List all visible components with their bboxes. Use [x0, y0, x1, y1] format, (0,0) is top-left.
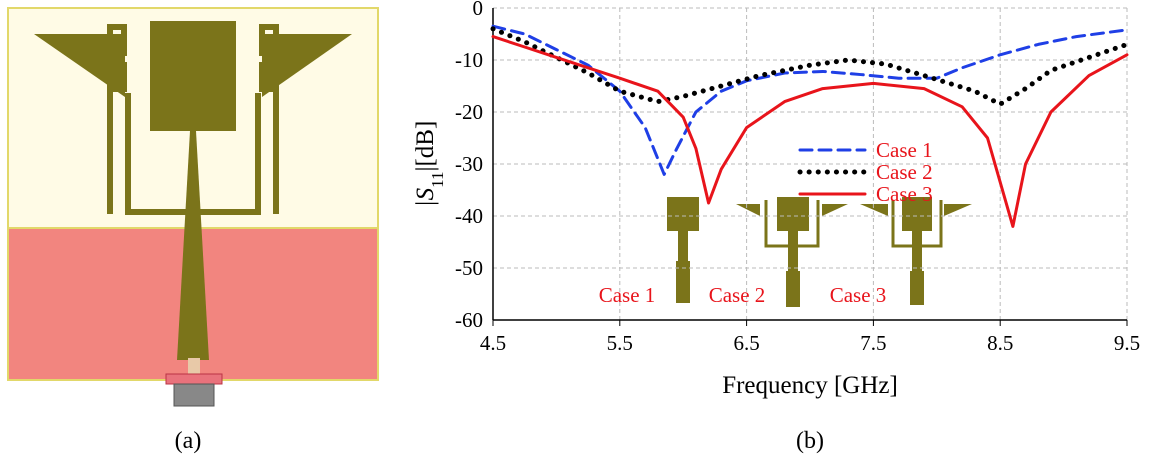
y-axis-title-part: |[dB] — [412, 121, 439, 172]
panel-label: (b) — [796, 428, 824, 454]
y-axis-title-part: 11 — [428, 172, 447, 188]
legend-label: Case 2 — [876, 160, 933, 184]
y-axis-title-part: |S — [412, 187, 439, 207]
x-tick-label: 9.5 — [1114, 331, 1140, 355]
y-tick-label: -60 — [455, 308, 483, 332]
x-tick-label: 8.5 — [987, 331, 1013, 355]
x-tick-label: 7.5 — [860, 331, 886, 355]
y-axis-title: |S11|[dB] — [412, 121, 447, 208]
annotation: Case 2 — [709, 283, 766, 307]
y-tick-label: 0 — [473, 0, 484, 20]
y-tick-label: -20 — [455, 100, 483, 124]
x-tick-label: 5.5 — [607, 331, 633, 355]
series-line — [490, 26, 1130, 107]
y-tick-label: -50 — [455, 256, 483, 280]
x-tick-label: 4.5 — [480, 331, 506, 355]
y-tick-label: -30 — [455, 152, 483, 176]
legend-label: Case 1 — [876, 138, 933, 162]
x-axis-title: Frequency [GHz] — [722, 372, 898, 399]
y-tick-label: -10 — [455, 48, 483, 72]
inset-antennas — [667, 197, 972, 307]
panel-label: (a) — [175, 428, 202, 454]
annotation: Case 1 — [599, 283, 656, 307]
antenna-drawing — [7, 7, 379, 407]
series-line — [491, 35, 1129, 228]
legend-label: Case 3 — [876, 182, 933, 206]
x-tick-label: 6.5 — [733, 331, 759, 355]
annotation: Case 3 — [830, 283, 887, 307]
y-tick-label: -40 — [455, 204, 483, 228]
